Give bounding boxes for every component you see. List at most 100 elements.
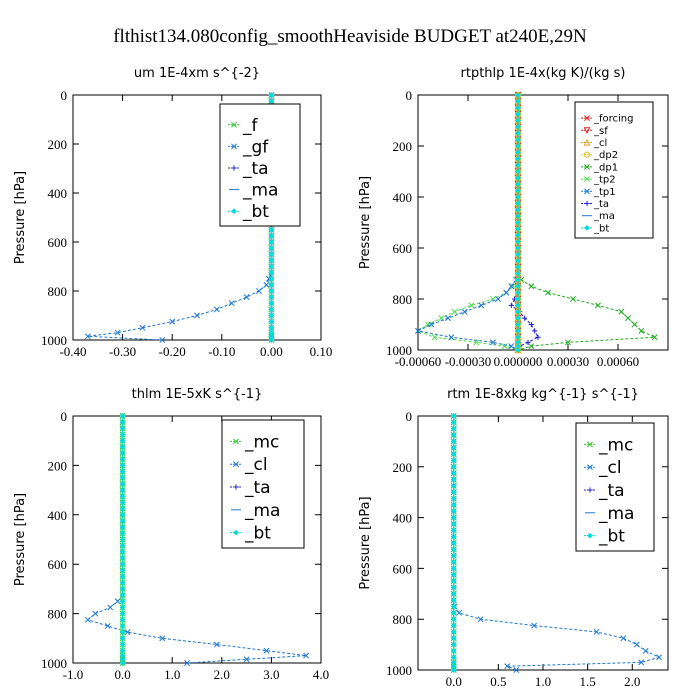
data-point [119, 450, 126, 457]
legend-marker-dp1 [584, 163, 590, 170]
data-point [450, 641, 457, 648]
data-point [268, 92, 275, 98]
data-point [119, 480, 126, 487]
data-point [268, 251, 275, 258]
data-point [515, 225, 521, 232]
data-point [268, 257, 275, 264]
data-point [468, 302, 475, 309]
data-point [570, 296, 576, 302]
data-point [461, 308, 468, 315]
data-point [515, 187, 521, 194]
data-point [169, 318, 176, 325]
x-tick-label: 0.00 [260, 344, 283, 359]
data-point [119, 598, 126, 605]
data-point [515, 321, 521, 328]
legend-label-ta: _ta [598, 481, 625, 501]
y-tick-label: 800 [48, 607, 68, 622]
legend-label-dp1: _dp1 [593, 162, 618, 173]
y-tick-label: 200 [48, 458, 68, 473]
x-tick-label: -0.00030 [445, 354, 492, 369]
y-tick-label: 800 [48, 284, 68, 299]
data-point [119, 561, 126, 568]
legend: _f_gf_ta_ma_bt [219, 103, 301, 227]
x-tick-label: -0.00060 [395, 354, 442, 369]
data-point [515, 257, 521, 264]
legend-marker-bt [584, 224, 590, 231]
data-point [565, 339, 571, 346]
y-axis-label: Pressure [hPa] [13, 171, 28, 264]
x-tick-label: 1.5 [580, 674, 596, 689]
data-point [515, 130, 521, 137]
y-tick-label: 800 [393, 292, 413, 307]
data-point [515, 245, 521, 251]
legend-label-f: _f [242, 116, 259, 136]
y-tick-label: 600 [393, 561, 413, 576]
data-point [450, 444, 457, 451]
data-point [456, 609, 463, 616]
data-point [515, 168, 521, 175]
x-tick-label: 0.0 [446, 674, 462, 689]
data-point [213, 306, 220, 313]
legend-label-ma: _ma [242, 181, 278, 201]
legend-marker-ta [584, 200, 590, 207]
x-tick-label: -0.10 [208, 344, 235, 359]
data-point [515, 296, 521, 302]
data-point [268, 263, 275, 270]
data-point [268, 306, 275, 313]
data-point [119, 548, 126, 555]
data-point [104, 622, 111, 629]
data-point [477, 616, 484, 623]
x-tick-label: -0.20 [159, 344, 186, 359]
data-point [595, 302, 601, 309]
legend-marker-cl [587, 464, 593, 471]
data-point [503, 289, 510, 296]
data-point [268, 275, 275, 282]
legend-marker-dp2 [583, 151, 591, 158]
data-point [194, 312, 200, 319]
data-point [243, 294, 250, 301]
data-point [119, 431, 126, 438]
plot-frame [72, 94, 322, 341]
data-point [515, 111, 521, 118]
data-point [119, 629, 126, 636]
x-tick-label: 0.10 [310, 344, 333, 359]
data-point [515, 181, 521, 188]
data-point [450, 527, 457, 534]
data-point [528, 343, 535, 350]
data-point [515, 149, 521, 156]
data-point [119, 443, 126, 450]
y-tick-label: 600 [48, 557, 68, 572]
data-point [450, 419, 457, 426]
data-point [119, 604, 126, 611]
y-tick-label: 1000 [41, 333, 67, 348]
x-tick-label: 1.0 [164, 667, 180, 682]
x-tick-label: 0.000000 [494, 354, 543, 369]
y-tick-label: 1000 [386, 663, 412, 678]
data-point [268, 294, 275, 301]
legend-marker-bt [233, 529, 239, 536]
data-point [515, 92, 521, 98]
legend-label-bt: _bt [244, 524, 271, 544]
y-tick-label: 400 [48, 508, 68, 523]
data-point [268, 300, 275, 307]
data-point [84, 333, 91, 340]
data-point [513, 667, 520, 673]
legend-label-ta: _ta [244, 478, 271, 498]
data-point [504, 663, 511, 670]
y-axis-label: Pressure [hPa] [358, 496, 373, 589]
data-point [515, 194, 521, 200]
data-point [450, 571, 457, 578]
data-point [268, 281, 275, 288]
y-tick-label: 200 [393, 139, 413, 154]
data-point [450, 463, 457, 470]
data-point [515, 213, 521, 220]
data-point [263, 281, 270, 288]
data-point [532, 328, 538, 334]
data-point [119, 468, 126, 475]
x-tick-label: -0.40 [59, 344, 86, 359]
legend-marker-gf [231, 143, 237, 150]
panel-title: rtpthlp 1E-4x(kg K)/(kg s) [461, 66, 626, 81]
legend-label-cl: _cl [244, 455, 268, 475]
data-point [522, 315, 528, 321]
